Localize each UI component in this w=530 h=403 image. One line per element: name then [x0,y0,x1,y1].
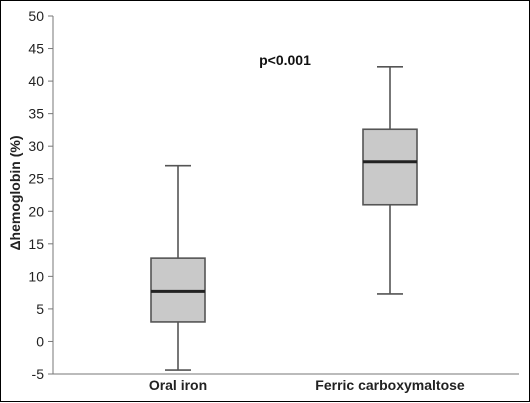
y-tick-label: 45 [28,41,44,57]
iqr-box [362,128,418,206]
y-tick-label: 5 [36,301,44,317]
p-value-annotation: p<0.001 [259,52,311,68]
y-tick-label: 0 [36,333,44,349]
box-plot-group [150,164,206,371]
y-tick-label: 15 [28,236,44,252]
y-tick-label: 20 [28,203,44,219]
x-axis: Oral iron Ferric carboxymaltose [53,373,519,393]
y-tick-label: 25 [28,171,44,187]
x-category-label: Ferric carboxymaltose [315,377,465,393]
x-category-label: Oral iron [149,377,207,393]
y-tick-label: -5 [32,366,45,382]
box-plot-group [362,65,418,295]
y-tick-label: 10 [28,268,44,284]
y-axis: -5 0 5 10 15 20 25 30 35 40 45 50 [28,8,54,382]
y-tick-label: 35 [28,106,44,122]
y-tick-label: 50 [28,8,44,24]
y-axis-title: Δhemoglobin (%) [7,135,23,250]
y-tick-label: 30 [28,138,44,154]
y-tick-label: 40 [28,73,44,89]
box-plot-series [150,65,418,371]
